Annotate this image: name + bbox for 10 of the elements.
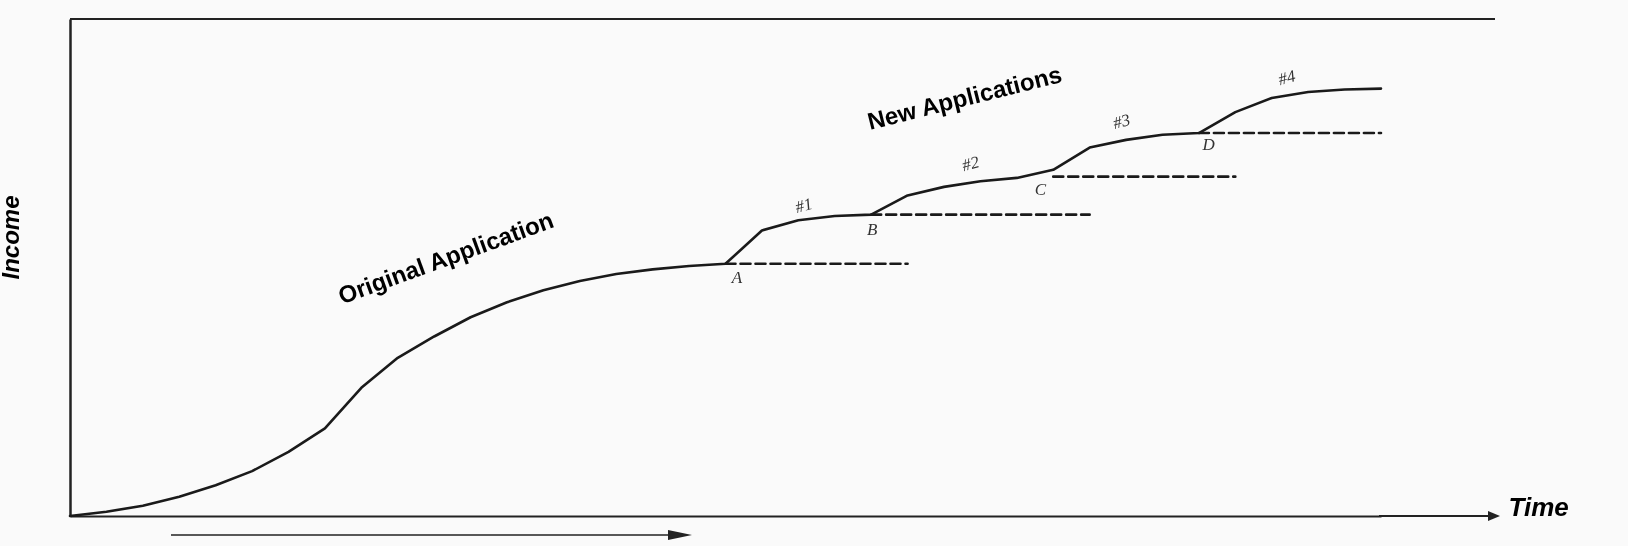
annotation: #1 [793, 194, 815, 217]
annotation: B [867, 220, 879, 240]
annotation: A [730, 267, 743, 287]
annotation: #4 [1276, 66, 1298, 90]
x-axis-title: Time [1508, 491, 1569, 522]
annotation: D [1201, 135, 1216, 155]
annotation: #3 [1110, 110, 1133, 133]
annotation: C [1034, 179, 1047, 199]
y-axis-title: Income [0, 195, 24, 280]
annotation: #2 [959, 152, 982, 176]
